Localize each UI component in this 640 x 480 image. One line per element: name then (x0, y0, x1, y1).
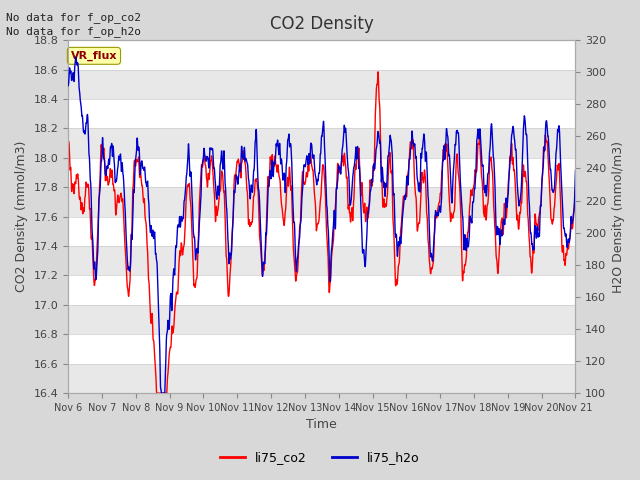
Bar (68, 334, 575, 364)
Bar (68, 364, 575, 393)
Text: No data for f_op_co2: No data for f_op_co2 (6, 12, 141, 23)
Bar (68, 305, 575, 334)
Bar (68, 187, 575, 216)
Bar (68, 276, 575, 305)
Legend: li75_co2, li75_h2o: li75_co2, li75_h2o (215, 446, 425, 469)
Bar (68, 216, 575, 246)
X-axis label: Time: Time (307, 419, 337, 432)
Bar (68, 99, 575, 128)
Title: CO2 Density: CO2 Density (270, 15, 374, 33)
Text: VR_flux: VR_flux (70, 51, 117, 61)
Y-axis label: CO2 Density (mmol/m3): CO2 Density (mmol/m3) (15, 141, 28, 292)
Text: No data for f_op_h2o: No data for f_op_h2o (6, 26, 141, 37)
Bar (68, 246, 575, 276)
Bar (68, 158, 575, 187)
Bar (68, 70, 575, 99)
Y-axis label: H2O Density (mmol/m3): H2O Density (mmol/m3) (612, 141, 625, 293)
Bar (68, 128, 575, 158)
Bar (68, 40, 575, 70)
